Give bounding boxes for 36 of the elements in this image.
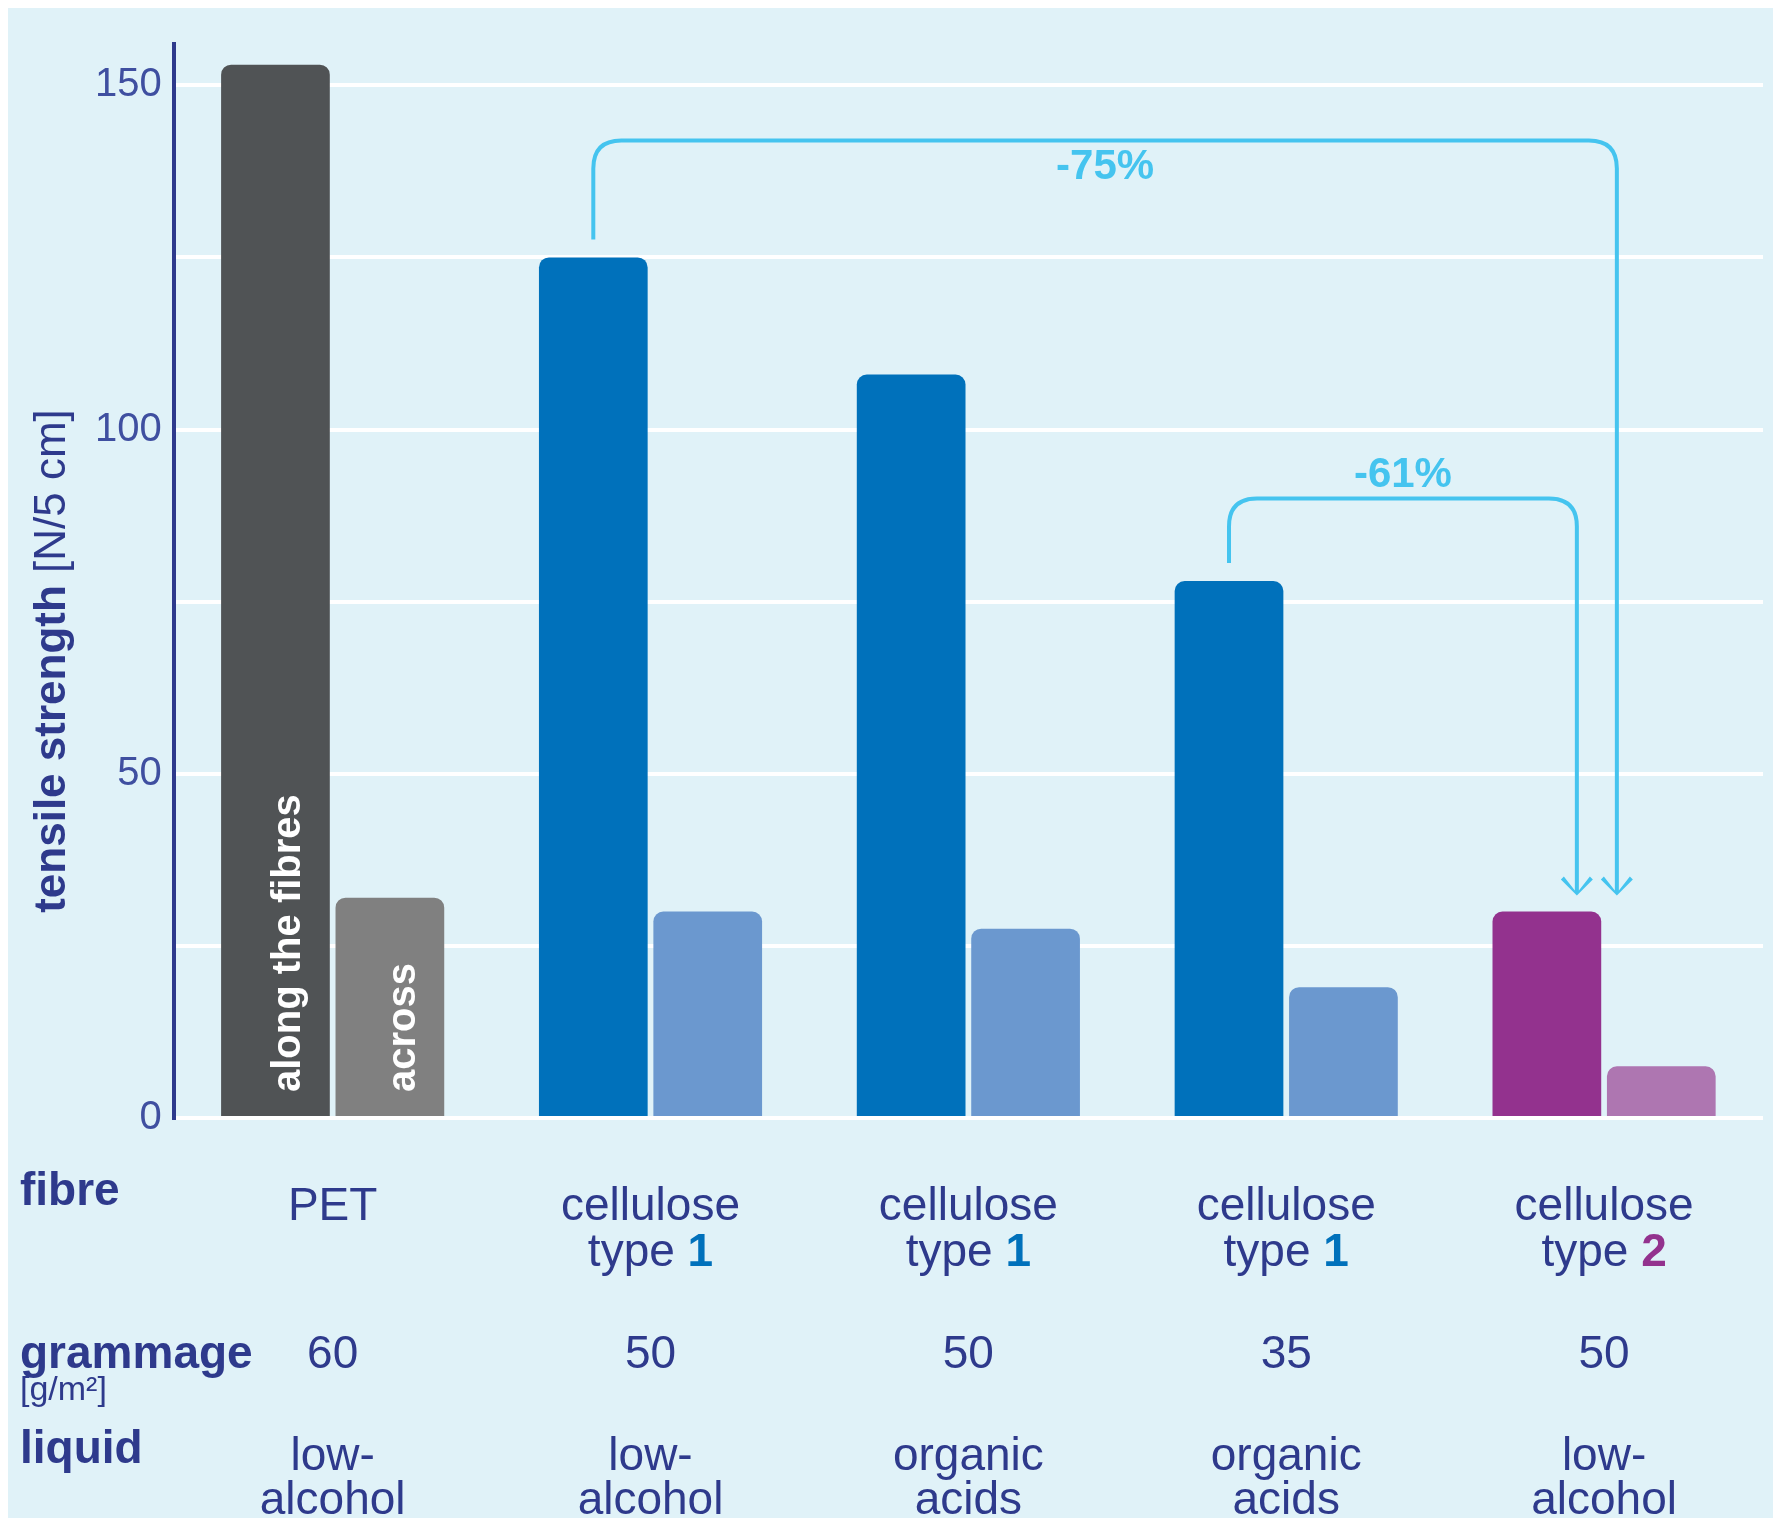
bar: [1492, 911, 1602, 1116]
text: low-alcohol: [259, 1428, 406, 1524]
y-axis-title: tensile strength [N/5 cm]: [25, 409, 75, 913]
text: 35: [1260, 1326, 1312, 1378]
text: 50: [624, 1326, 677, 1378]
y-tick-label: 100: [94, 404, 162, 449]
annotation: -75%: [1056, 140, 1155, 188]
bar: [856, 374, 966, 1116]
bar: [653, 911, 763, 1116]
bar: [221, 64, 330, 1116]
text: liquid: [20, 1421, 143, 1473]
bar: [971, 928, 1080, 1116]
x-tick-label: cellulose type 2: [1514, 1178, 1694, 1276]
text: 50: [1578, 1326, 1630, 1378]
y-tick-label: 50: [117, 748, 162, 793]
text: organic acids: [892, 1428, 1044, 1524]
x-tick-label: cellulose type 1: [1196, 1178, 1376, 1276]
x-tick-label: PET: [287, 1178, 378, 1230]
bar: [335, 897, 445, 1116]
text: low-alcohol: [1531, 1428, 1677, 1524]
text: 60: [307, 1326, 359, 1378]
text: organic acids: [1210, 1428, 1362, 1524]
x-tick-label: cellulose type 1: [561, 1178, 741, 1276]
bar: [1606, 1066, 1716, 1116]
annotation: -61%: [1353, 448, 1452, 496]
y-tick-label: 150: [94, 60, 162, 105]
bar: [1174, 581, 1284, 1116]
bar: [1289, 987, 1398, 1116]
series-label: along the fibres: [264, 794, 309, 1092]
x-tick-label: cellulose type 1: [878, 1178, 1058, 1276]
text: 50: [942, 1326, 994, 1378]
text: low-alcohol: [577, 1428, 724, 1524]
bar: [538, 257, 648, 1116]
text: fibre: [20, 1163, 120, 1215]
series-label: across: [378, 963, 423, 1092]
y-tick-label: 0: [139, 1093, 162, 1138]
